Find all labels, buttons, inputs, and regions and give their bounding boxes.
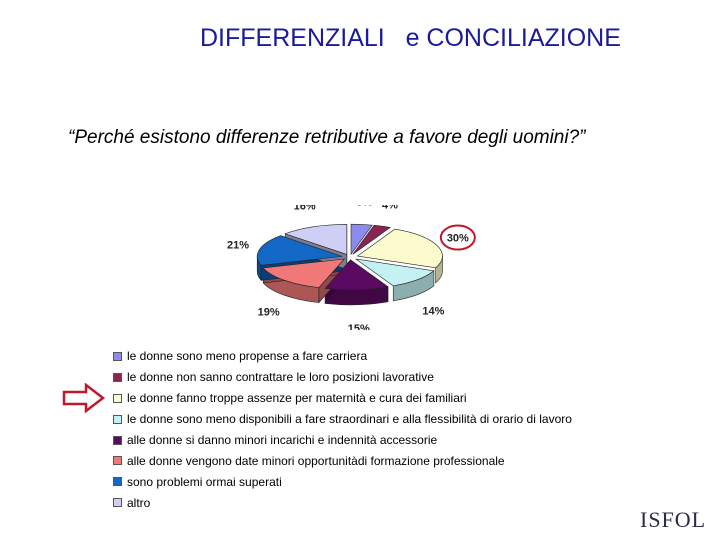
legend-swatch [113,414,122,424]
legend-label: alle donne si danno minori incarichi e i… [127,433,438,447]
legend-label: altro [127,495,151,510]
legend-label: le donne sono meno disponibili a fare st… [127,412,572,427]
survey-question: “Perché esistono differenze retributive … [68,127,586,148]
legend-swatch [113,477,122,487]
pie-data-label: 16% [294,205,316,213]
pie-data-label: 30% [447,233,469,245]
legend-item: le donne fanno troppe assenze per matern… [113,388,572,409]
pie-chart: 5% 4% 30% 14% 15% 19% 21% 16% [227,205,476,330]
page-title: DIFFERENZIALI e CONCILIAZIONE [200,24,621,52]
pie-data-label: 5% [357,205,373,208]
legend-item: le donne sono meno propense a fare carri… [113,346,572,367]
pie-slice [355,258,435,287]
legend-label: le donne fanno troppe assenze per matern… [127,391,467,406]
highlight-circle [439,224,476,251]
legend-swatch [113,393,122,403]
pie-data-label: 19% [258,307,280,319]
legend-swatch [113,498,122,508]
legend-item: altro [113,492,572,513]
pie-data-label: 15% [348,323,370,330]
highlight-arrow-icon [62,383,106,413]
chart-legend: le donne sono meno propense a fare carri… [113,346,572,513]
legend-item: alle donne vengono date minori opportuni… [113,450,572,471]
pie-slice [324,259,389,291]
legend-item: alle donne si danno minori incarichi e i… [113,430,572,451]
pie-data-label: 4% [382,205,398,211]
pie-data-label: 21% [227,239,249,251]
pie-slice [350,223,373,256]
legend-swatch [113,351,122,361]
pie-slice [284,224,348,255]
legend-swatch [113,372,122,382]
legend-label: le donne non sanno contrattare le loro p… [127,370,434,385]
legend-label: alle donne vengono date minori opportuni… [127,453,505,468]
legend-swatch [113,435,122,445]
pie-slice [262,258,346,288]
pie-slice [256,235,343,266]
pie-slice [352,224,391,255]
isfol-logo: ISFOL [640,507,707,532]
pie-data-label: 14% [422,306,444,318]
legend-label: sono problemi ormai superati [127,474,282,489]
legend-label: le donne sono meno propense a fare carri… [127,349,368,364]
legend-item: sono problemi ormai superati [113,471,572,492]
legend-item: le donne non sanno contrattare le loro p… [113,367,572,388]
legend-item: le donne sono meno disponibili a fare st… [113,409,572,430]
pie-slice [356,228,443,269]
legend-swatch [113,456,122,466]
